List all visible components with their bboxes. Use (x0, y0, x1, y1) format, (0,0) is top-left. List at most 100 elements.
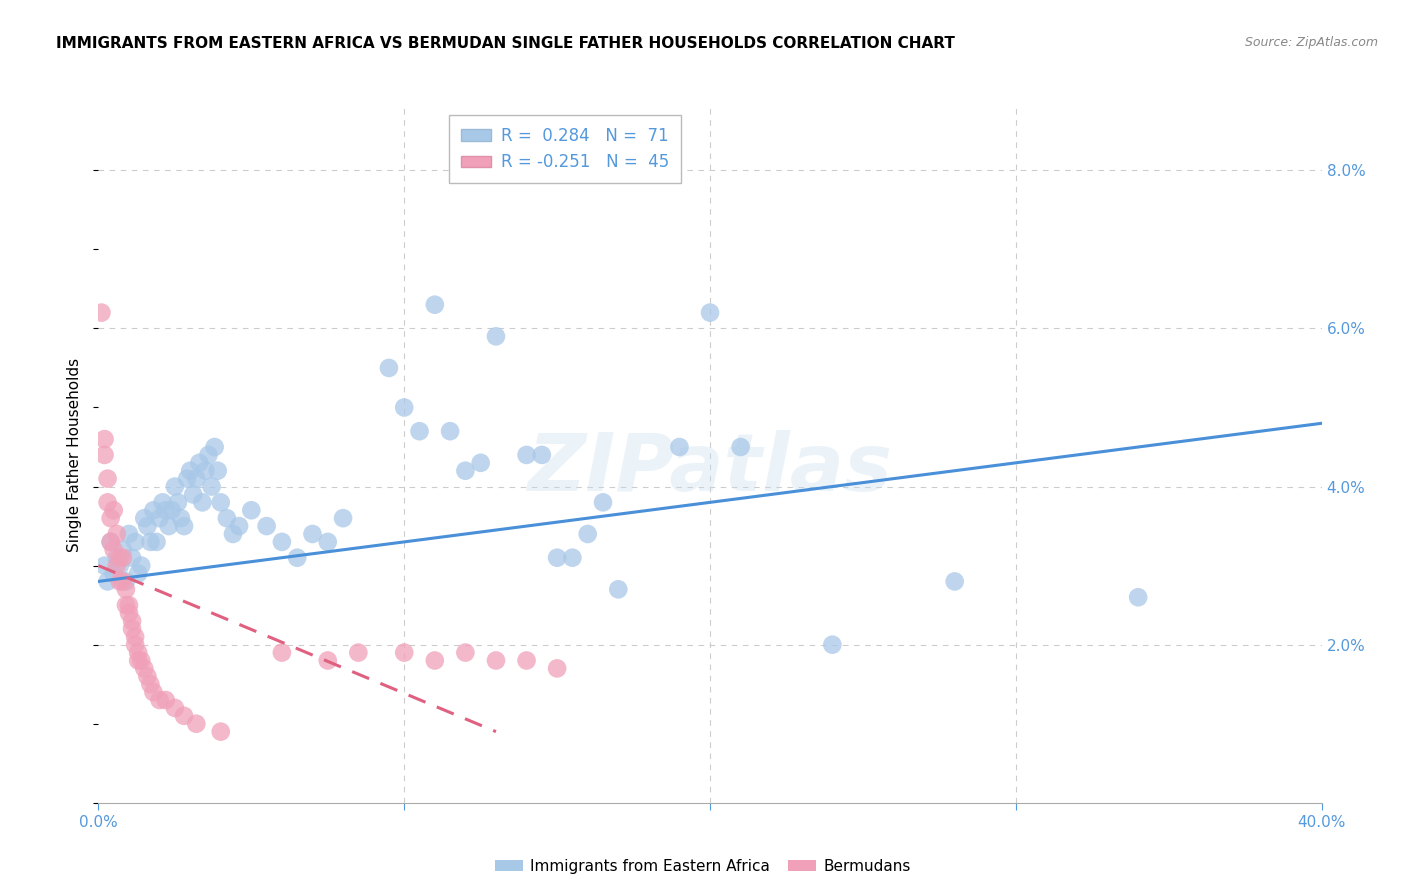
Point (204, 440, 226, 454)
Point (97, 472, 120, 486)
Point (454, 464, 477, 478)
Point (167, 495, 190, 509)
Point (439, 424, 461, 438)
Point (145, 534, 167, 549)
Point (530, 448, 553, 462)
Point (730, 440, 752, 454)
Point (139, 534, 162, 549)
Point (470, 456, 492, 470)
Point (142, 685, 165, 699)
Point (108, 550, 131, 565)
Point (129, 653, 152, 667)
Point (157, 519, 180, 533)
Point (111, 542, 134, 557)
Point (316, 653, 339, 667)
Point (176, 472, 198, 486)
Point (111, 574, 134, 589)
Point (347, 646, 370, 660)
Point (186, 716, 208, 731)
Point (821, 638, 844, 652)
Point (485, 653, 508, 667)
Point (121, 614, 143, 628)
Point (163, 701, 186, 715)
Point (142, 503, 165, 517)
Point (97, 574, 120, 589)
Point (188, 456, 211, 470)
Point (423, 653, 446, 667)
Point (127, 566, 149, 581)
Point (301, 527, 323, 541)
Point (108, 574, 131, 589)
Point (100, 511, 122, 525)
Point (121, 550, 143, 565)
Point (127, 646, 149, 660)
Point (136, 519, 159, 533)
Point (124, 638, 146, 652)
Point (516, 653, 538, 667)
Point (93, 448, 115, 462)
Point (207, 464, 229, 478)
Point (546, 661, 568, 675)
Point (222, 527, 245, 541)
Point (270, 534, 292, 549)
Point (170, 511, 193, 525)
Point (423, 298, 446, 312)
Point (173, 519, 195, 533)
Point (607, 582, 630, 597)
Point (152, 495, 174, 509)
Point (134, 661, 156, 675)
Point (408, 424, 430, 438)
Point (105, 550, 128, 565)
Point (194, 464, 217, 478)
Point (90, 305, 112, 319)
Point (181, 487, 204, 501)
Point (149, 511, 172, 525)
Point (136, 669, 159, 683)
Point (209, 724, 232, 739)
Point (546, 550, 568, 565)
Point (100, 534, 122, 549)
Point (699, 305, 721, 319)
Point (118, 598, 141, 612)
Text: Source: ZipAtlas.com: Source: ZipAtlas.com (1244, 36, 1378, 49)
Point (93, 558, 115, 573)
Point (197, 448, 219, 462)
Point (215, 511, 238, 525)
Point (149, 693, 172, 707)
Point (155, 693, 177, 707)
Point (209, 495, 232, 509)
Legend: Immigrants from Eastern Africa, Bermudans: Immigrants from Eastern Africa, Bermudan… (489, 853, 917, 880)
Point (160, 503, 183, 517)
Point (186, 472, 208, 486)
Text: IMMIGRANTS FROM EASTERN AFRICA VS BERMUDAN SINGLE FATHER HOUSEHOLDS CORRELATION : IMMIGRANTS FROM EASTERN AFRICA VS BERMUD… (56, 36, 955, 51)
Point (118, 527, 141, 541)
Point (179, 464, 201, 478)
Point (103, 542, 125, 557)
Point (115, 598, 138, 612)
Point (240, 503, 263, 517)
Y-axis label: Single Father Households: Single Father Households (67, 358, 83, 552)
Point (124, 630, 146, 644)
Point (592, 495, 614, 509)
Point (118, 606, 141, 620)
Point (454, 646, 477, 660)
Point (200, 479, 222, 493)
Point (1128, 591, 1150, 605)
Point (97, 495, 120, 509)
Point (103, 503, 125, 517)
Point (191, 495, 214, 509)
Point (129, 558, 152, 573)
Point (121, 622, 143, 636)
Point (105, 558, 128, 573)
Point (134, 511, 156, 525)
Point (105, 527, 128, 541)
Point (392, 646, 416, 660)
Point (173, 708, 195, 723)
Point (111, 550, 134, 565)
Point (332, 511, 354, 525)
Point (124, 534, 146, 549)
Point (115, 574, 138, 589)
Point (139, 677, 162, 691)
Point (516, 448, 538, 462)
Point (316, 534, 339, 549)
